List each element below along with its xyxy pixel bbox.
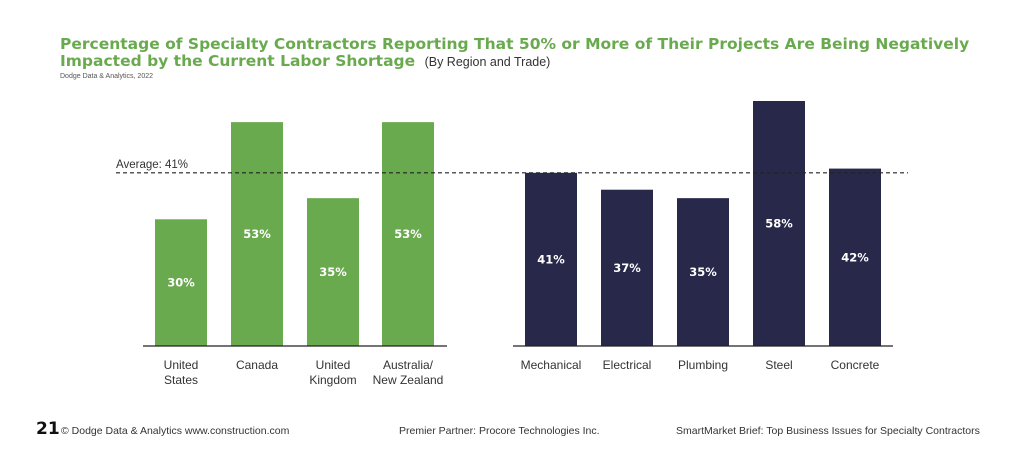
chart-source: Dodge Data & Analytics, 2022	[60, 73, 154, 80]
bar-value-label: 42%	[841, 250, 869, 264]
footer-copyright: © Dodge Data & Analytics www.constructio…	[61, 425, 290, 437]
chart-subtitle: (By Region and Trade)	[424, 55, 551, 69]
page-footer: 21 © Dodge Data & Analytics www.construc…	[0, 419, 1024, 442]
chart-title-text: Percentage of Specialty Contractors Repo…	[60, 35, 970, 70]
bar-value-label: 37%	[613, 261, 641, 275]
bar-2	[307, 198, 359, 346]
average-label: Average: 41%	[116, 159, 188, 171]
bar-value-label: 58%	[765, 217, 793, 231]
category-label: Electrical	[603, 358, 652, 372]
category-label: Steel	[765, 358, 792, 372]
category-label: Australia/New Zealand	[373, 358, 444, 387]
bar-value-label: 53%	[243, 227, 271, 241]
category-label: Plumbing	[678, 358, 728, 372]
bar-value-label: 30%	[167, 276, 195, 290]
category-label: United Kingdom	[309, 358, 356, 387]
bar-1	[231, 122, 283, 346]
category-label: Canada	[236, 358, 278, 372]
bar-value-label: 41%	[537, 252, 565, 266]
bar-4	[525, 172, 577, 346]
bar-0	[155, 219, 207, 346]
page-number: 21	[36, 419, 60, 439]
category-label: United States	[164, 358, 199, 387]
bar-7	[753, 101, 805, 346]
bar-3	[382, 122, 434, 346]
bar-6	[677, 198, 729, 346]
bar-value-label: 35%	[319, 265, 347, 279]
chart-title: Percentage of Specialty Contractors Repo…	[60, 36, 990, 71]
category-label: Concrete	[831, 358, 880, 372]
bar-value-label: 53%	[394, 227, 422, 241]
footer-partner: Premier Partner: Procore Technologies In…	[399, 425, 600, 437]
bar-value-label: 35%	[689, 265, 717, 279]
footer-brief: SmartMarket Brief: Top Business Issues f…	[676, 425, 980, 437]
category-label: Mechanical	[521, 358, 582, 372]
bar-8	[829, 168, 881, 346]
bar-5	[601, 189, 653, 346]
